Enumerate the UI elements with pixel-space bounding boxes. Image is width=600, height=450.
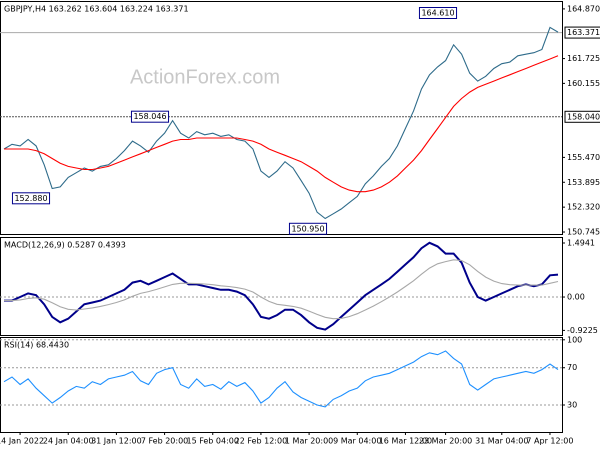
price-label: 163.371 xyxy=(567,28,600,37)
series-line xyxy=(4,55,559,193)
x-tick-label: 31 Jan 12:00 xyxy=(91,437,142,446)
y-tick-label: 153.895 xyxy=(567,178,600,187)
y-tick-label: 1.4941 xyxy=(567,238,595,247)
x-tick-label: 31 Mar 04:00 xyxy=(475,437,528,446)
y-tick-label: 70 xyxy=(567,363,577,372)
x-tick-label: 24 Jan 04:00 xyxy=(43,437,94,446)
x-tick-label: 16 Mar 12:00 xyxy=(379,437,432,446)
series-line xyxy=(3,26,559,220)
series-line xyxy=(3,350,559,408)
panel-title: RSI(14) 68.4430 xyxy=(4,341,69,350)
price-label-box xyxy=(564,26,600,39)
series-line xyxy=(4,241,559,331)
annotation: 150.950 xyxy=(291,224,324,233)
x-tick-label: 7 Apr 12:00 xyxy=(526,437,573,446)
annotation: 158.046 xyxy=(133,112,166,121)
y-tick-label: 164.870 xyxy=(567,4,600,13)
x-tick-label: 23 Mar 20:00 xyxy=(419,437,472,446)
annotation-box xyxy=(288,222,328,235)
price-label: 158.040 xyxy=(567,112,600,121)
panel-frame xyxy=(0,1,563,235)
price-label-box xyxy=(564,110,600,123)
x-tick-label: 22 Feb 12:00 xyxy=(235,437,287,446)
panel-title: GBPJPY,H4 163.262 163.604 163.224 163.37… xyxy=(4,5,189,14)
x-tick-label: 7 Feb 20:00 xyxy=(141,437,188,446)
panel-frame xyxy=(0,337,563,433)
annotation: 152.880 xyxy=(14,194,47,203)
panel-title: MACD(12,26,9) 0.5287 0.4393 xyxy=(4,241,126,250)
annotation: 164.610 xyxy=(421,9,454,18)
x-tick-label: 1 Mar 20:00 xyxy=(285,437,333,446)
y-tick-label: -0.9225 xyxy=(567,326,598,335)
y-tick-label: 155.470 xyxy=(567,153,600,162)
y-tick-label: 161.725 xyxy=(567,54,600,63)
y-tick-label: 100 xyxy=(567,335,582,344)
annotation-box xyxy=(418,7,458,20)
y-tick-label: 0.00 xyxy=(567,293,585,302)
annotation-box xyxy=(130,110,170,123)
x-tick-label: 15 Feb 04:00 xyxy=(187,437,239,446)
y-tick-label: 160.155 xyxy=(567,79,600,88)
series-line xyxy=(4,259,559,320)
x-tick-label: 9 Mar 04:00 xyxy=(333,437,381,446)
x-tick-label: 14 Jan 2022 xyxy=(0,437,44,446)
annotation-box xyxy=(11,192,51,205)
panel-frame xyxy=(0,237,563,336)
watermark: ActionForex.com xyxy=(130,66,280,88)
y-tick-label: 30 xyxy=(567,400,577,409)
y-tick-label: 152.320 xyxy=(567,203,600,212)
y-tick-label: 150.745 xyxy=(567,228,600,237)
